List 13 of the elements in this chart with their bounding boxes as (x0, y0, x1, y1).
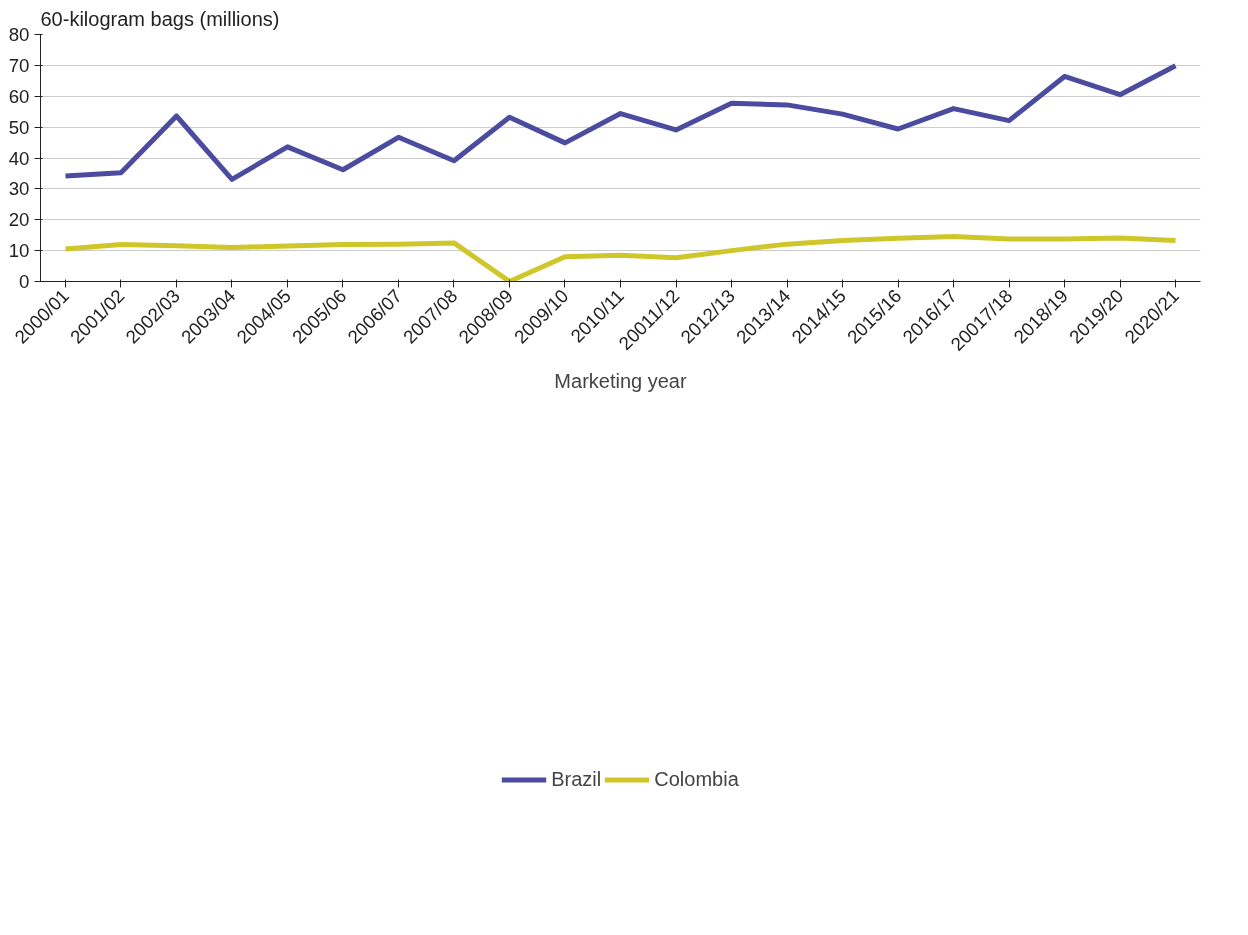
legend-label: Colombia (654, 767, 739, 791)
y-tick-label: 20 (8, 209, 30, 231)
y-tick-label: 40 (8, 147, 30, 169)
y-tick-label: 70 (8, 54, 30, 76)
x-axis-title: Marketing year (554, 370, 687, 393)
y-tick-label: 10 (8, 240, 30, 262)
legend-label: Brazil (551, 767, 602, 791)
y-tick-label: 80 (8, 24, 30, 45)
y-tick-label: 60 (8, 85, 30, 107)
y-tick-label: 30 (8, 178, 30, 200)
y-axis-title: 60-kilogram bags (millions) (40, 7, 280, 30)
y-tick-label: 50 (8, 116, 30, 138)
y-tick-label: 0 (19, 271, 30, 292)
